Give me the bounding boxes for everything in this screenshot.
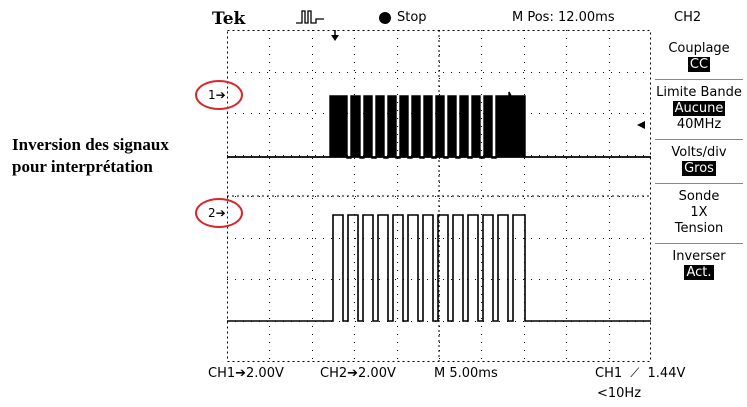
rising-edge-icon: ⟋ — [630, 366, 640, 381]
timebase: M 5.00ms — [434, 366, 498, 381]
trigger-info: CH1 ⟋ 1.44V — [595, 366, 685, 381]
bandwidth-value: Aucune — [672, 101, 726, 116]
run-status-label: Stop — [397, 10, 427, 25]
menu-coupling[interactable]: Couplage CC — [655, 36, 743, 80]
trigger-frequency: <10Hz — [597, 386, 642, 401]
brand-logo: Tek — [212, 9, 246, 29]
ch1-scale: CH1➔2.00V — [208, 366, 284, 381]
annotation-line-2: pour interprétation — [12, 157, 153, 176]
ch2-highlight-ring — [195, 198, 243, 228]
annotation: Inversion des signaux pour interprétatio… — [12, 134, 169, 178]
ch1-highlight-ring — [195, 80, 243, 110]
probe-label: Sonde — [678, 189, 720, 204]
ch2-scale-value: 2.00V — [358, 366, 396, 381]
trigger-level: 1.44V — [647, 366, 686, 381]
coupling-value: CC — [687, 57, 711, 72]
invert-label: Inverser — [672, 249, 726, 264]
menu-channel-title: CH2 — [674, 10, 702, 25]
ch2-trace — [227, 214, 651, 322]
trigger-source: CH1 — [595, 366, 623, 381]
ch1-scale-value: 2.00V — [246, 366, 284, 381]
stop-dot-icon — [379, 11, 391, 24]
ch2-scale-label: CH2 — [320, 366, 348, 381]
probe-attenuation: 1X — [690, 205, 708, 220]
probe-type: Tension — [674, 221, 724, 236]
pulse-trigger-icon — [296, 10, 324, 24]
volts-div-value: Gros — [682, 161, 716, 176]
bandwidth-sub: 40MHz — [676, 117, 722, 132]
side-menu: Couplage CC Limite Bande Aucune 40MHz Vo… — [655, 36, 743, 287]
menu-volts-div[interactable]: Volts/div Gros — [655, 140, 743, 184]
annotation-line-1: Inversion des signaux — [12, 135, 169, 154]
waveform-display — [227, 30, 651, 362]
ground-arrow-icon: ➔ — [347, 366, 359, 381]
ch2-scale: CH2➔2.00V — [320, 366, 396, 381]
menu-bandwidth[interactable]: Limite Bande Aucune 40MHz — [655, 80, 743, 140]
bandwidth-label: Limite Bande — [656, 85, 742, 100]
invert-value: Act. — [684, 265, 714, 280]
horizontal-position: M Pos: 12.00ms — [512, 10, 615, 25]
trigger-position-arrow — [331, 35, 339, 41]
volts-div-label: Volts/div — [671, 145, 727, 160]
ch1-scale-label: CH1 — [208, 366, 236, 381]
menu-invert[interactable]: Inverser Act. — [655, 244, 743, 287]
ch1-trace — [227, 91, 651, 159]
graticule — [227, 30, 651, 362]
coupling-label: Couplage — [668, 41, 730, 56]
run-status: Stop — [379, 10, 427, 25]
ground-arrow-icon: ➔ — [235, 366, 247, 381]
menu-probe[interactable]: Sonde 1X Tension — [655, 184, 743, 244]
trigger-level-arrow — [637, 121, 645, 129]
